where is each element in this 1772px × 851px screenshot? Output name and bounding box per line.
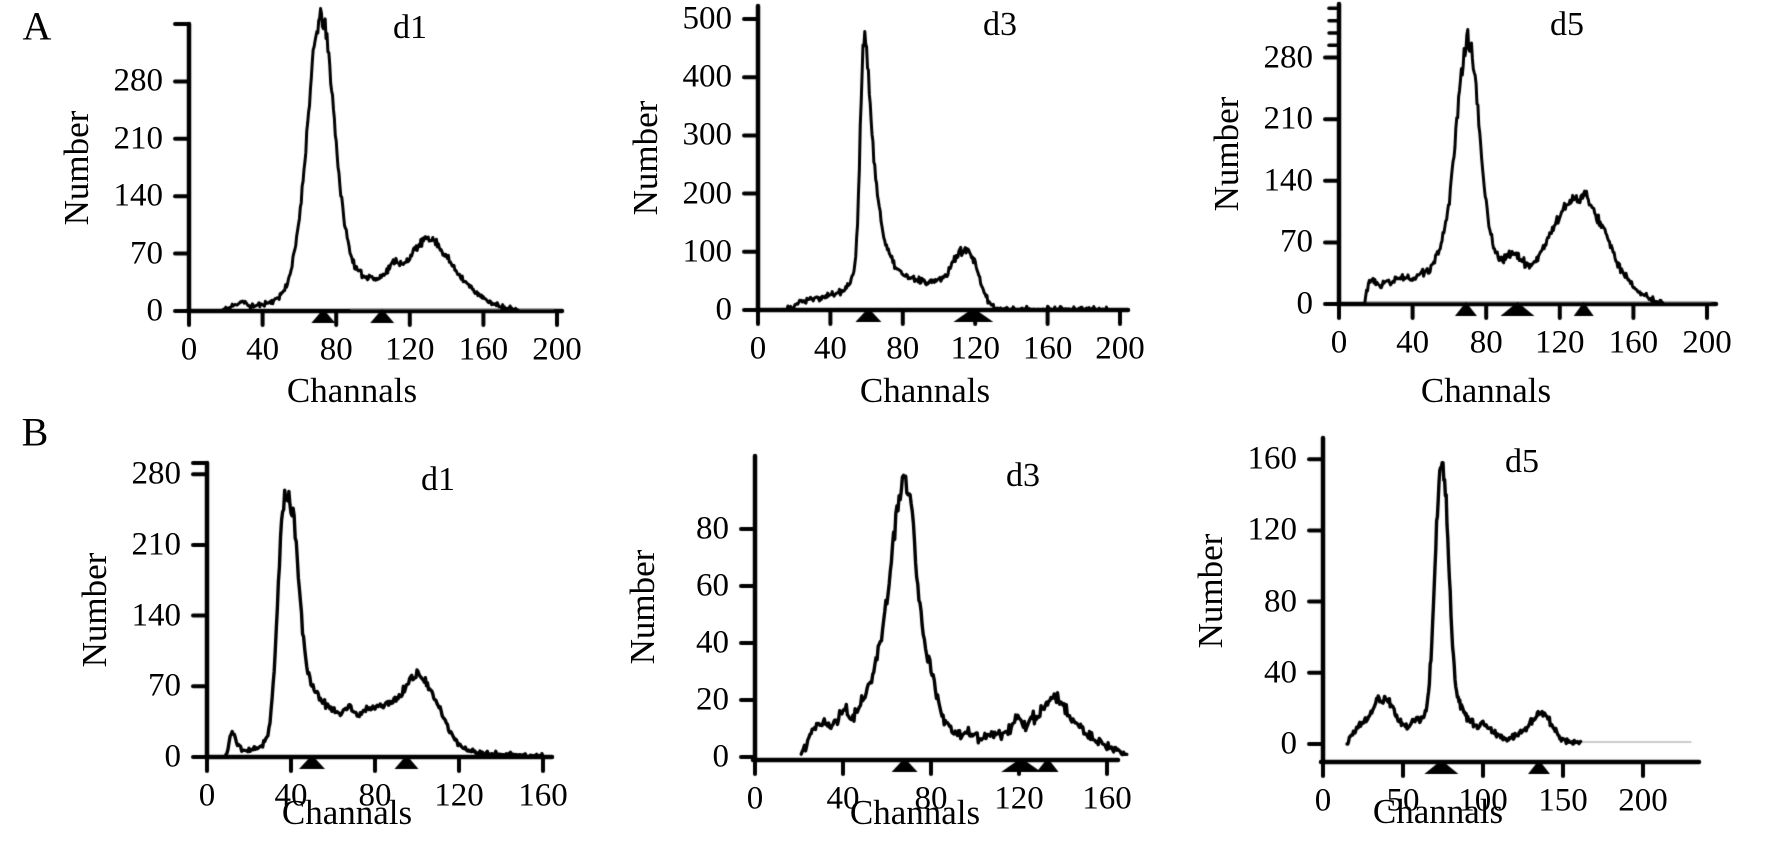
row-label-b: B [21, 409, 49, 455]
row-label-a: A [22, 3, 52, 49]
